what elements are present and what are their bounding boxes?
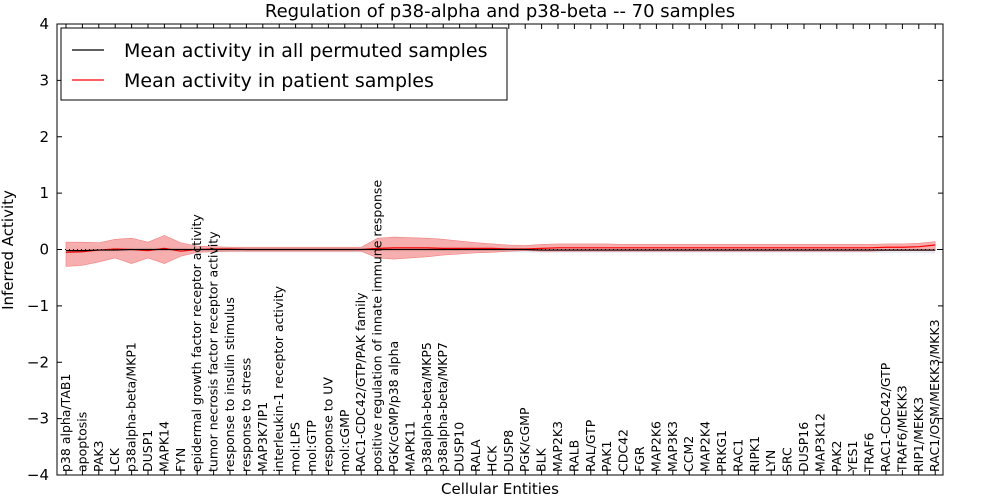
y-tick-label: 1: [39, 184, 49, 202]
category-label: mol:LPS: [288, 422, 303, 472]
category-label: apoptosis: [74, 412, 89, 472]
category-label: mol:GTP: [304, 420, 319, 472]
x-axis-ticks: [65, 24, 936, 475]
category-label: response to UV: [320, 377, 335, 472]
category-label: p38alpha-beta/MKP5: [419, 342, 434, 472]
plot-frame: [56, 23, 944, 476]
category-label: CCM2: [681, 436, 696, 472]
y-axis-label: Inferred Activity: [0, 190, 17, 310]
legend-box: [60, 27, 508, 101]
category-labels: p38 alpha/TAB1 apoptosis PAK3 LCK p38alpha-b…: [58, 180, 942, 473]
category-label: MAP2K6: [648, 421, 663, 472]
category-label: HCK: [484, 445, 499, 472]
category-label: PAK2: [829, 441, 844, 472]
category-label: PAK3: [91, 441, 106, 472]
category-label: epidermal growth factor receptor activit…: [189, 214, 204, 472]
y-tick-label: −2: [27, 353, 49, 371]
category-label: tumor necrosis factor receptor activity: [206, 231, 221, 472]
category-label: MAPK11: [402, 421, 417, 472]
category-label: BLK: [534, 447, 549, 472]
y-tick-label: 0: [39, 241, 49, 259]
y-tick-label: 2: [39, 128, 49, 146]
category-label: YES1: [845, 441, 860, 473]
category-label: PAK1: [599, 441, 614, 472]
category-label: TRAF6/MEKK3: [894, 385, 909, 473]
category-label: DUSP16: [796, 422, 811, 472]
category-label: RAC1: [730, 439, 745, 472]
category-label: positive regulation of innate immune res…: [370, 180, 385, 472]
category-label: p38 alpha/TAB1: [58, 374, 73, 472]
category-label: SRC: [780, 447, 795, 472]
category-label: CDC42: [616, 429, 631, 472]
line-permuted-mean: [66, 248, 936, 252]
category-label: RALB: [566, 440, 581, 472]
category-label: mol:cGMP: [337, 409, 352, 472]
category-label: MAPK14: [156, 421, 171, 472]
category-label: RALA: [468, 439, 483, 472]
category-label: RIPK1: [747, 436, 762, 472]
category-label: RIP1/MEKK3: [911, 397, 926, 472]
category-label: MAP2K3: [550, 421, 565, 472]
category-label: DUSP10: [452, 422, 467, 472]
y-tick-label: −1: [27, 297, 49, 315]
category-label: MAP3K3: [665, 421, 680, 472]
category-label: RAL/GTP: [583, 419, 598, 472]
category-label: DUSP1: [140, 430, 155, 472]
category-label: PGK/cGMP/p38 alpha: [386, 341, 401, 472]
legend-label-patient: Mean activity in patient samples: [124, 70, 434, 92]
category-label: RAC1-CDC42/GTP: [878, 362, 893, 472]
category-label: RAC1/OSM/MEKK3/MKK3: [927, 319, 942, 472]
category-label: p38alpha-beta/MKP7: [435, 342, 450, 472]
category-label: MAP3K12: [812, 413, 827, 472]
category-label: FGR: [632, 446, 647, 472]
category-label: p38alpha-beta/MKP1: [124, 342, 139, 472]
y-tick-label: 3: [39, 71, 49, 89]
y-tick-label: −3: [27, 410, 49, 428]
category-label: TRAF6: [862, 432, 877, 473]
y-tick-label: 4: [39, 15, 49, 33]
category-label: interleukin-1 receptor activity: [271, 285, 286, 472]
y-tick-label: −4: [27, 466, 49, 484]
category-label: PRKG1: [714, 430, 729, 472]
category-label: DUSP8: [501, 430, 516, 472]
legend-label-permuted: Mean activity in all permuted samples: [124, 40, 487, 62]
category-label: RAC1-CDC42/GTP/PAK family: [353, 292, 368, 472]
x-axis-label: Cellular Entities: [441, 480, 559, 498]
category-label: response to stress: [238, 358, 253, 472]
category-label: LCK: [107, 447, 122, 472]
category-label: FYN: [173, 448, 188, 472]
category-label: response to insulin stimulus: [222, 297, 237, 472]
series-lines: [65, 244, 936, 253]
category-label: LYN: [763, 450, 778, 472]
chart-title: Regulation of p38-alpha and p38-beta -- …: [265, 1, 735, 22]
legend: Mean activity in all permuted samples Me…: [60, 27, 508, 101]
category-label: MAP2K4: [698, 421, 713, 472]
category-label: MAP3K7IP1: [255, 402, 270, 472]
category-label: PGK/cGMP: [517, 407, 532, 472]
